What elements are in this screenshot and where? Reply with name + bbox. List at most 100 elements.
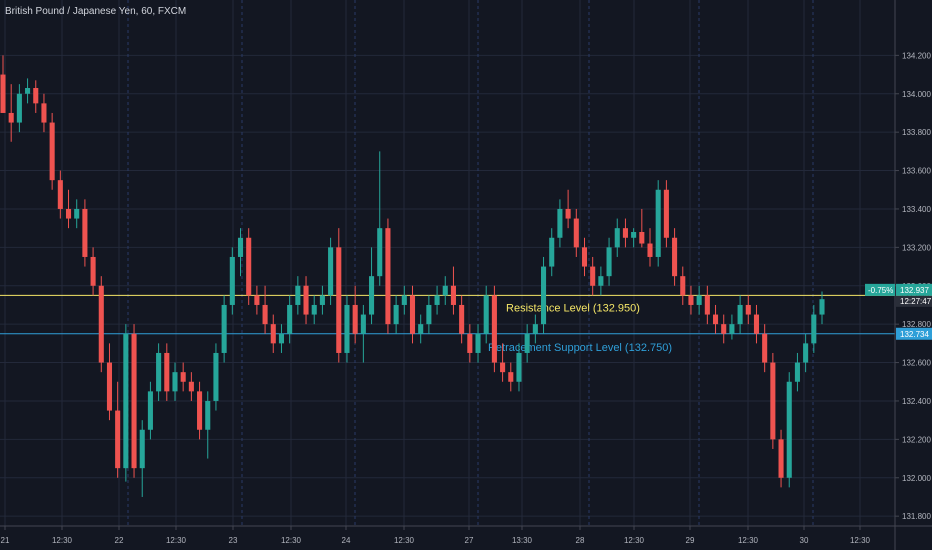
- candle-body: [65, 208, 72, 219]
- candle-body: [352, 304, 358, 334]
- candle: [614, 218, 620, 257]
- x-tick-label: 12:30: [394, 536, 415, 545]
- candle-body: [164, 352, 170, 392]
- candle: [721, 314, 727, 344]
- candle-body: [704, 295, 710, 315]
- candle: [328, 237, 334, 305]
- candle-body: [57, 180, 63, 209]
- candle: [663, 180, 669, 248]
- candle-body: [655, 189, 661, 257]
- candle-body: [385, 228, 391, 325]
- candle: [409, 285, 416, 344]
- candle-body: [459, 304, 465, 334]
- candle: [33, 80, 39, 113]
- x-tick-label: 12:30: [166, 536, 187, 545]
- candle-body: [557, 208, 563, 238]
- time-axis[interactable]: 21 12:30 22 12:30 23 12:30 24 12:30 27 13:30 28 12:…: [0, 525, 932, 545]
- countdown-badge: [896, 295, 932, 307]
- candle-body: [213, 352, 219, 401]
- x-tick-label: 23: [229, 536, 238, 545]
- candle: [156, 343, 162, 401]
- candle: [467, 324, 473, 363]
- candle: [459, 295, 465, 344]
- support-badge: [896, 327, 932, 340]
- candle: [319, 285, 325, 315]
- candle-body: [229, 256, 235, 305]
- candle: [115, 381, 121, 478]
- last-price-label: 132.937: [900, 286, 929, 295]
- candle: [254, 285, 260, 315]
- y-tick-label: 131.800: [902, 512, 931, 521]
- candle: [123, 324, 129, 482]
- candle-body: [614, 228, 620, 248]
- candle: [385, 218, 391, 334]
- candle-body: [565, 208, 571, 219]
- candle: [49, 112, 55, 190]
- candle-body: [33, 88, 39, 104]
- candle: [524, 324, 530, 363]
- candle: [442, 276, 448, 305]
- candle: [426, 295, 432, 334]
- candle-body: [573, 218, 579, 248]
- candle-body: [631, 232, 637, 238]
- candle: [712, 304, 719, 334]
- candle: [729, 314, 735, 340]
- candle: [98, 276, 104, 373]
- last-price-badge: [896, 283, 932, 296]
- candle-body: [344, 304, 350, 353]
- candle: [696, 285, 702, 315]
- candle-body: [508, 372, 514, 382]
- candle-body: [246, 237, 252, 296]
- candle: [131, 324, 137, 478]
- candle: [516, 343, 522, 392]
- candle-body: [524, 333, 530, 353]
- support-badge-label: 132.734: [900, 330, 929, 339]
- candle: [401, 285, 407, 315]
- candle: [197, 381, 203, 440]
- candle-body: [491, 295, 497, 363]
- x-tick-label: 30: [800, 536, 809, 545]
- x-tick-label: 28: [576, 536, 585, 545]
- candle: [770, 352, 776, 449]
- candle: [655, 180, 661, 267]
- x-tick-label: 12:30: [738, 536, 759, 545]
- candle-body: [49, 122, 55, 181]
- x-tick-label: 12:30: [850, 536, 871, 545]
- candle-body: [328, 247, 334, 296]
- candle: [25, 78, 31, 104]
- candle: [205, 391, 211, 459]
- x-tick-label: 13:30: [512, 536, 533, 545]
- candle: [672, 228, 678, 286]
- candle-body: [712, 314, 719, 325]
- candle: [704, 285, 710, 325]
- candle-body: [131, 333, 137, 469]
- candle-series: [0, 55, 825, 497]
- candle-body: [418, 324, 424, 334]
- candle: [65, 189, 72, 229]
- y-tick-label: 133.800: [902, 128, 931, 137]
- candle: [147, 381, 153, 440]
- x-tick-label: 29: [686, 536, 695, 545]
- candle-body: [680, 276, 686, 296]
- candle-body: [205, 400, 211, 430]
- candle-body: [426, 304, 432, 325]
- candle-body: [663, 189, 669, 238]
- candle: [221, 295, 227, 363]
- candle: [82, 199, 88, 267]
- candle: [483, 285, 489, 344]
- candle: [360, 304, 366, 363]
- symbol-title: British Pound / Japanese Yen, 60, FXCM: [5, 6, 187, 17]
- candle: [786, 372, 792, 488]
- candle: [270, 314, 276, 353]
- candle: [352, 285, 358, 344]
- candle-body: [549, 237, 555, 267]
- candle-body: [287, 304, 293, 334]
- y-tick-label: 132.000: [902, 474, 931, 483]
- candle: [418, 314, 424, 344]
- candle: [762, 324, 768, 373]
- candle-body: [172, 372, 178, 392]
- candle: [491, 285, 497, 373]
- candle-body: [819, 299, 825, 315]
